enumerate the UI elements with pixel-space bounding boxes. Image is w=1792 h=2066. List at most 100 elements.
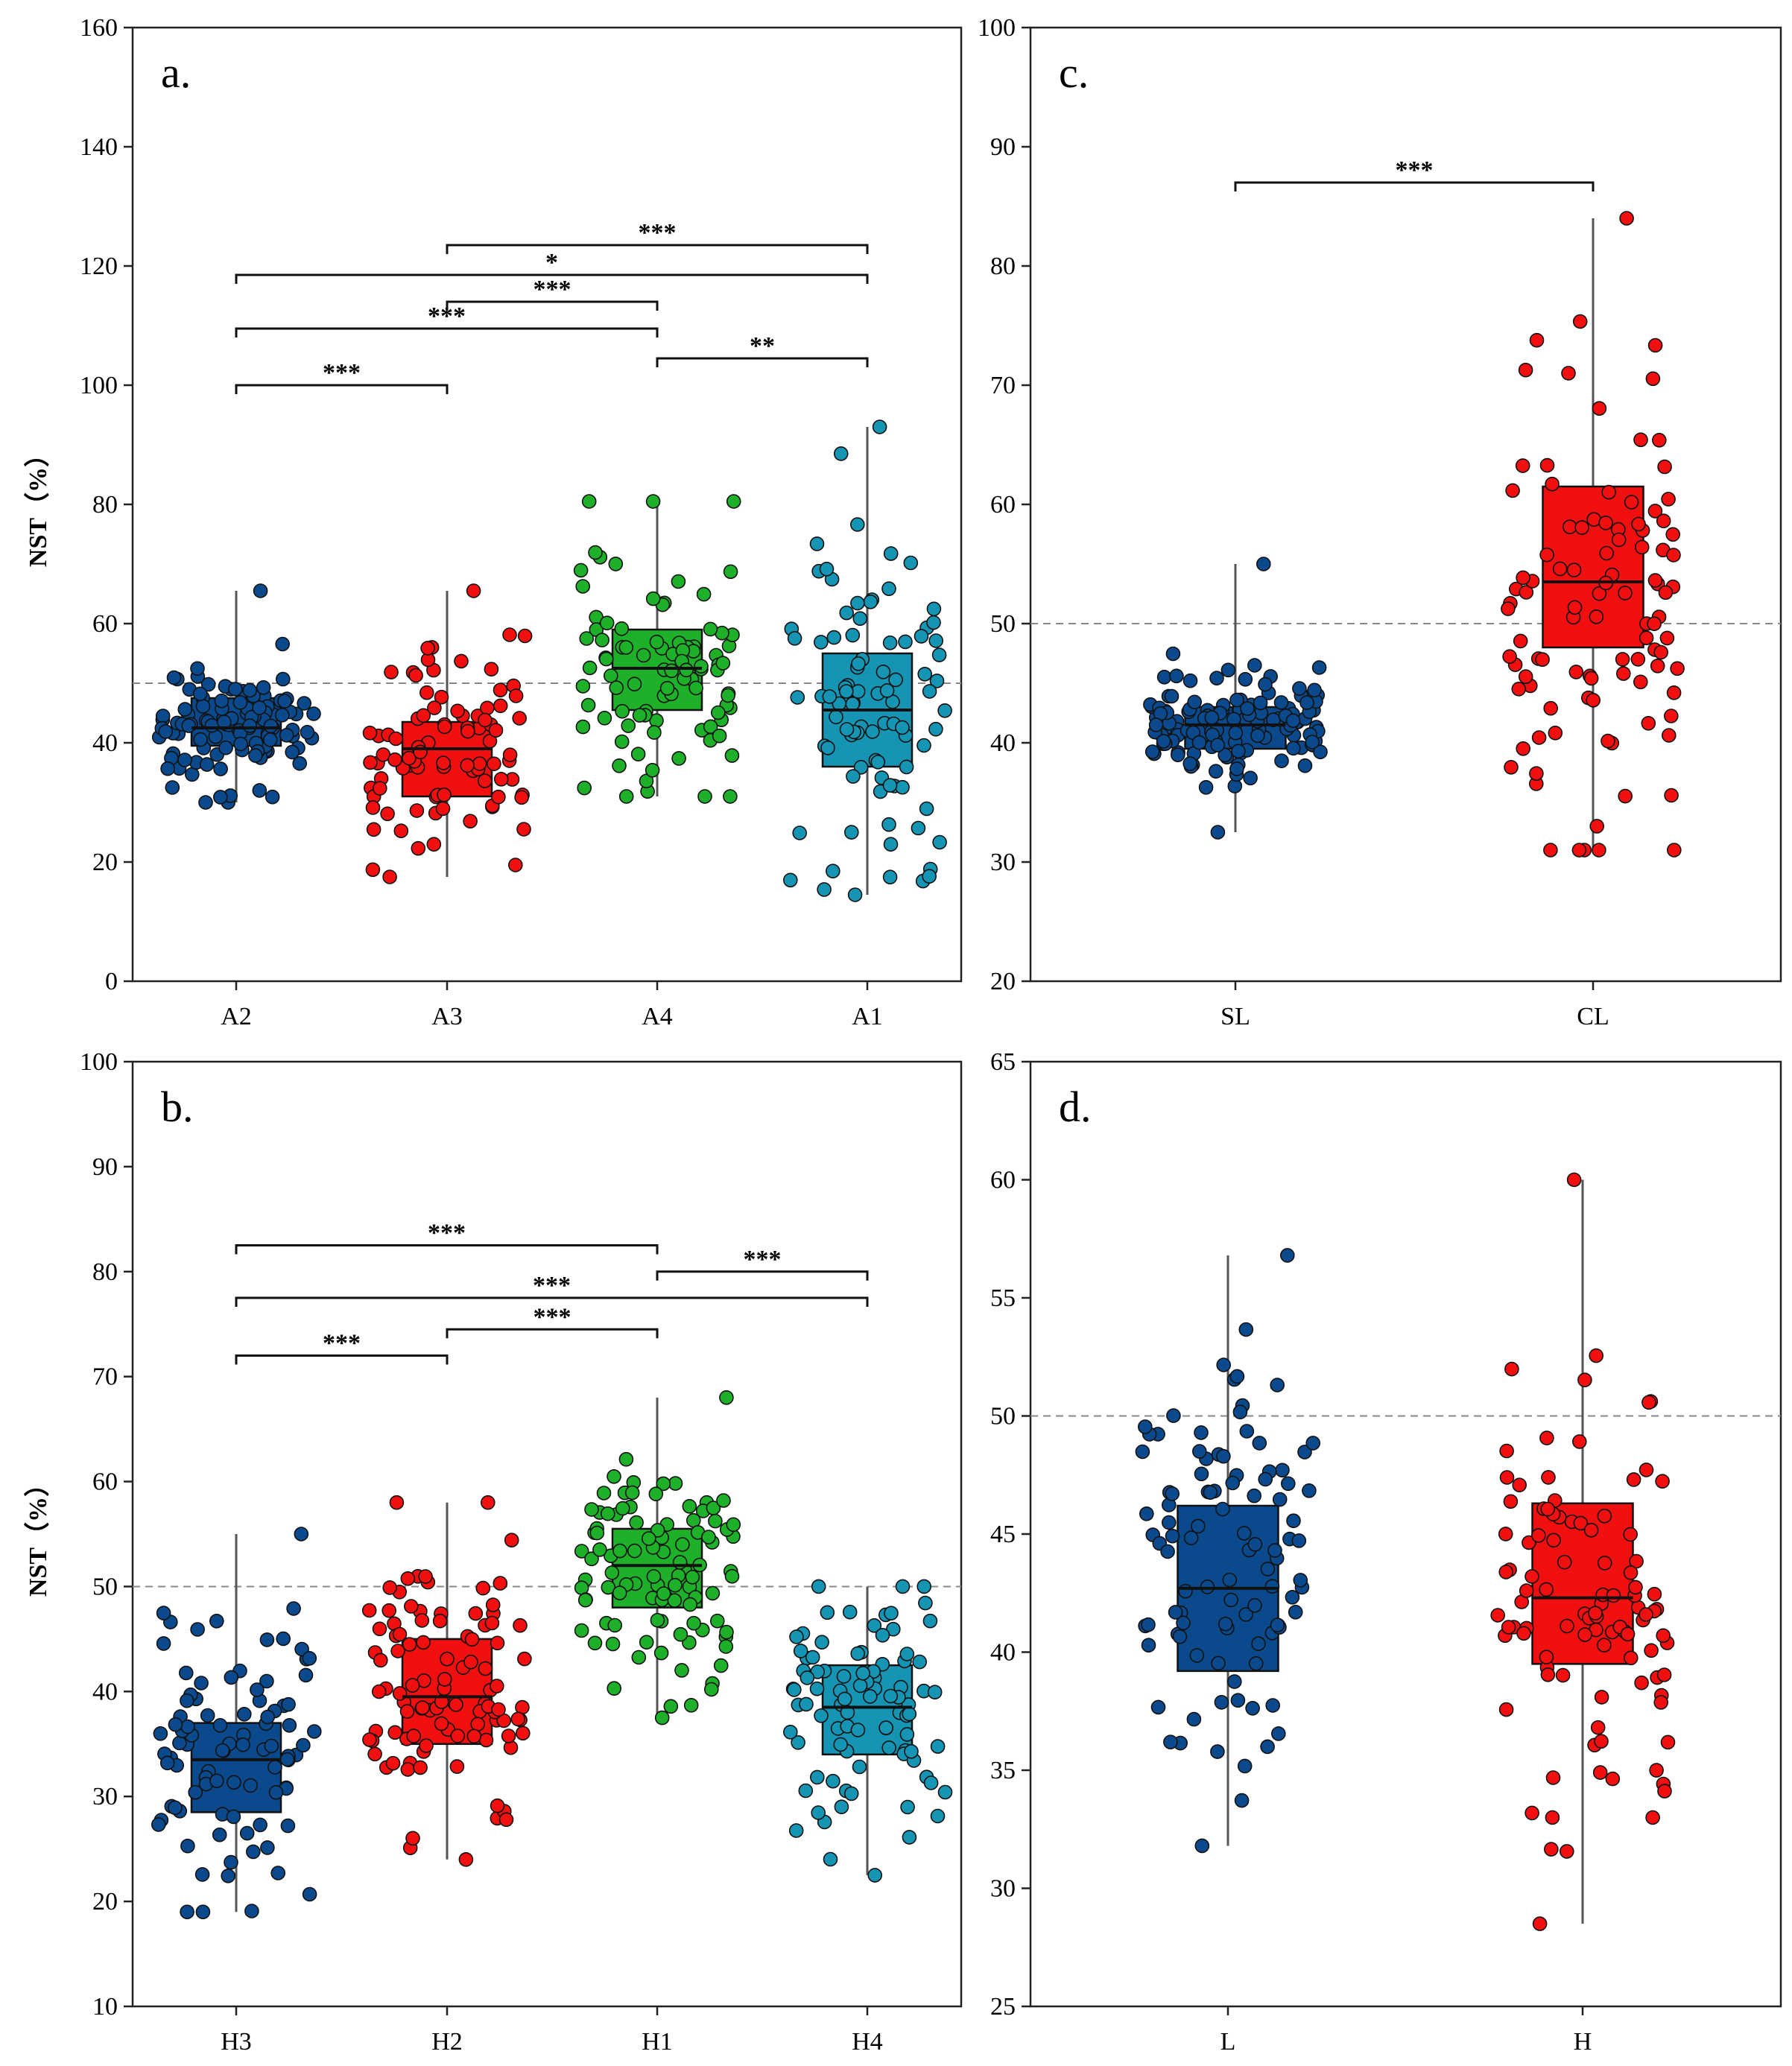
data-point (235, 1737, 250, 1752)
data-point (870, 754, 886, 770)
data-point (726, 494, 741, 509)
data-point (252, 783, 267, 798)
data-point (363, 755, 378, 770)
data-point (847, 887, 863, 902)
data-point (1211, 1655, 1226, 1671)
data-point (1657, 459, 1672, 475)
data-point (384, 665, 399, 679)
data-point (618, 1451, 634, 1467)
data-point (895, 720, 910, 735)
data-point (190, 1622, 205, 1637)
significance-bracket: *** (446, 219, 869, 254)
data-point (488, 723, 504, 738)
significance-bracket: *** (1234, 156, 1595, 191)
bracket-line (235, 384, 449, 394)
data-point (923, 1775, 939, 1790)
data-point (1535, 652, 1550, 668)
y-tick-label: 60 (92, 610, 118, 638)
data-point (1218, 1616, 1233, 1632)
data-point (252, 700, 267, 715)
data-point (826, 864, 840, 878)
data-point (253, 583, 268, 598)
data-point (484, 1615, 500, 1631)
data-point (1165, 646, 1181, 662)
y-axis-label: NST（%） (23, 1471, 52, 1597)
data-point (837, 1691, 852, 1707)
bracket-line (235, 327, 659, 338)
data-point (1599, 545, 1614, 561)
data-point (1237, 1758, 1253, 1774)
data-point (480, 1495, 496, 1510)
data-point (922, 1613, 938, 1629)
data-point (1525, 1805, 1539, 1821)
data-point (1247, 1537, 1263, 1552)
data-point (919, 801, 934, 817)
data-point (791, 1735, 805, 1750)
data-point (1238, 671, 1253, 687)
data-point (1229, 692, 1244, 708)
y-tick-label: 120 (80, 253, 118, 280)
data-point (168, 1800, 183, 1816)
data-point (1200, 1579, 1215, 1594)
data-point (512, 711, 528, 726)
data-point (903, 555, 919, 571)
data-point (1187, 694, 1202, 710)
data-point (463, 1654, 478, 1670)
data-point (1519, 585, 1534, 600)
data-point (294, 1527, 309, 1541)
bracket-line (446, 244, 869, 254)
data-point (464, 1632, 480, 1647)
data-point (1285, 713, 1301, 729)
data-point (1641, 715, 1656, 731)
data-point (912, 1654, 927, 1670)
data-point (649, 634, 665, 650)
data-point (904, 1744, 919, 1759)
series-CL (1501, 211, 1685, 858)
data-point (648, 1486, 664, 1501)
data-point (1252, 1436, 1267, 1451)
y-tick-label: 60 (92, 1468, 118, 1496)
x-tick-label: H3 (221, 2028, 252, 2056)
data-point (632, 708, 648, 723)
data-point (477, 773, 493, 788)
data-point (1229, 761, 1244, 776)
data-point (366, 822, 381, 837)
data-point (1670, 661, 1685, 676)
data-point (928, 721, 943, 737)
data-point (922, 684, 937, 699)
data-point (589, 1525, 605, 1541)
x-tick-label: SL (1220, 1003, 1250, 1030)
data-point (881, 817, 896, 832)
data-point (726, 1517, 741, 1533)
data-point (1210, 825, 1226, 840)
series-H4 (783, 1579, 953, 1883)
bracket-line (235, 1354, 449, 1365)
data-point (1539, 457, 1555, 473)
data-point (1594, 1734, 1609, 1749)
data-point (843, 1786, 859, 1802)
data-point (708, 1513, 723, 1529)
data-point (703, 719, 718, 735)
data-point (1265, 1698, 1280, 1713)
data-point (1658, 585, 1674, 601)
data-point (279, 1752, 295, 1767)
data-point (631, 1650, 647, 1665)
data-point (381, 1603, 397, 1618)
data-point (584, 1502, 599, 1517)
data-point (937, 703, 952, 718)
data-point (1624, 1650, 1639, 1666)
data-point (1664, 709, 1679, 723)
data-point (793, 1644, 808, 1658)
data-point (411, 840, 426, 856)
data-point (675, 1537, 690, 1552)
data-point (1583, 1523, 1599, 1538)
data-point (641, 1531, 656, 1546)
data-point (852, 611, 868, 627)
data-point (1194, 1838, 1210, 1854)
data-point (156, 1636, 171, 1651)
data-point (814, 635, 829, 650)
data-point (1163, 1734, 1178, 1749)
data-point (1592, 1765, 1608, 1780)
data-point (1502, 649, 1517, 665)
